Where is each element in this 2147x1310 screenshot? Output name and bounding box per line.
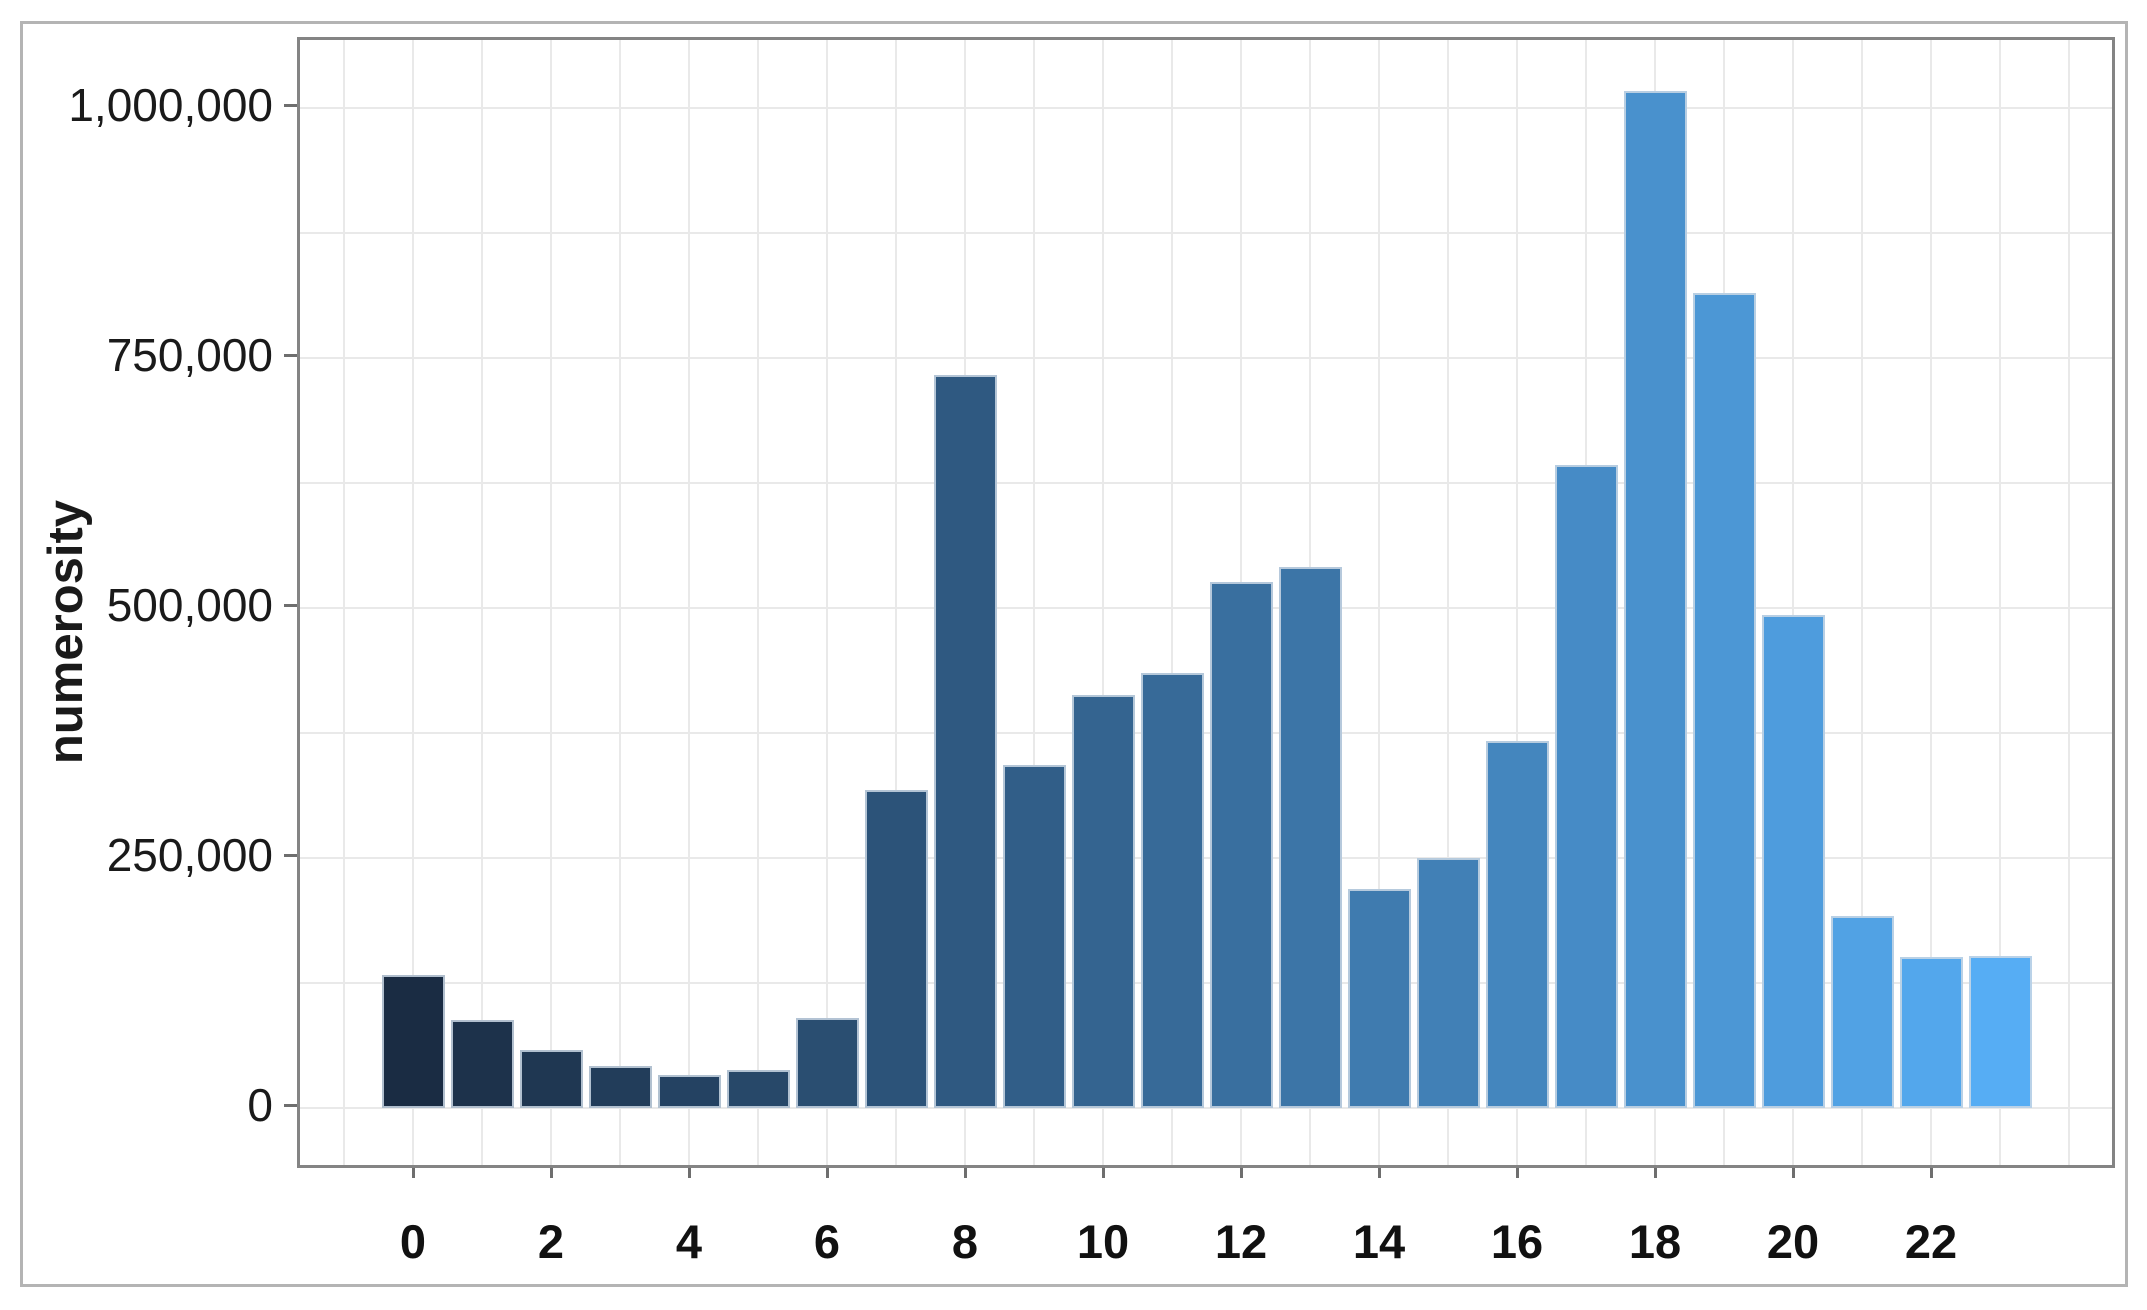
x-tick-label: 8	[951, 1215, 979, 1268]
v-gridline	[895, 40, 897, 1165]
v-gridline	[2068, 40, 2070, 1165]
bar-x11	[1140, 673, 1204, 1108]
x-axis-tick	[1515, 1168, 1519, 1178]
h-gridline	[300, 607, 2112, 609]
x-axis-tick	[549, 1168, 553, 1178]
bar-x20	[1761, 615, 1825, 1108]
v-gridline	[1171, 40, 1173, 1165]
x-tick-label: 14	[1352, 1215, 1406, 1268]
plot-area	[297, 37, 2115, 1168]
h-gridline	[300, 1107, 2112, 1109]
bar-x14	[1347, 889, 1411, 1108]
v-gridline	[1102, 40, 1104, 1165]
h-gridline	[300, 857, 2112, 859]
x-tick-label: 2	[537, 1215, 565, 1268]
bar-x9	[1002, 765, 1066, 1108]
x-axis-tick	[1791, 1168, 1795, 1178]
bar-x2	[519, 1050, 583, 1108]
y-axis-tick	[284, 604, 297, 607]
v-gridline	[481, 40, 483, 1165]
bar-x16	[1485, 741, 1549, 1108]
y-tick-label: 750,000	[106, 329, 273, 381]
x-tick-label: 4	[675, 1215, 703, 1268]
y-axis-title: numerosity	[39, 499, 93, 765]
v-gridline	[826, 40, 828, 1165]
v-gridline	[619, 40, 621, 1165]
bar-x13	[1278, 567, 1342, 1108]
bar-x3	[588, 1066, 652, 1108]
y-tick-label: 250,000	[106, 829, 273, 881]
v-gridline	[1516, 40, 1518, 1165]
bar-x8	[933, 375, 997, 1108]
x-axis-tick	[1101, 1168, 1105, 1178]
bar-x12	[1209, 582, 1273, 1108]
bar-x21	[1830, 916, 1894, 1108]
h-gridline	[300, 732, 2112, 734]
bar-x19	[1692, 293, 1756, 1108]
h-gridline	[300, 482, 2112, 484]
x-axis-tick	[1929, 1168, 1933, 1178]
x-axis-tick	[411, 1168, 415, 1178]
y-tick-label: 500,000	[106, 579, 273, 631]
bar-x10	[1071, 695, 1135, 1108]
bar-x4	[657, 1075, 721, 1108]
bar-x18	[1623, 91, 1687, 1108]
y-axis-tick	[284, 104, 297, 107]
x-axis-tick	[1239, 1168, 1243, 1178]
x-tick-label: 16	[1490, 1215, 1544, 1268]
bar-x17	[1554, 465, 1618, 1108]
bar-x22	[1899, 957, 1963, 1108]
x-axis-tick	[963, 1168, 967, 1178]
v-gridline	[1033, 40, 1035, 1165]
bar-x0	[381, 975, 445, 1108]
x-tick-label: 0	[399, 1215, 427, 1268]
v-gridline	[1447, 40, 1449, 1165]
bar-x15	[1416, 858, 1480, 1108]
v-gridline	[1930, 40, 1932, 1165]
v-gridline	[412, 40, 414, 1165]
x-tick-label: 6	[813, 1215, 841, 1268]
y-tick-label: 0	[247, 1079, 273, 1131]
h-gridline	[300, 982, 2112, 984]
x-axis-tick	[687, 1168, 691, 1178]
bar-x6	[795, 1018, 859, 1108]
y-axis-tick	[284, 1104, 297, 1107]
bar-x7	[864, 790, 928, 1108]
v-gridline	[550, 40, 552, 1165]
bar-x1	[450, 1020, 514, 1108]
x-tick-label: 22	[1904, 1215, 1958, 1268]
v-gridline	[1999, 40, 2001, 1165]
h-gridline	[300, 357, 2112, 359]
y-axis-tick	[284, 854, 297, 857]
v-gridline	[688, 40, 690, 1165]
v-gridline	[343, 40, 345, 1165]
v-gridline	[1861, 40, 1863, 1165]
v-gridline	[757, 40, 759, 1165]
v-gridline	[1378, 40, 1380, 1165]
h-gridline	[300, 232, 2112, 234]
bar-x5	[726, 1070, 790, 1108]
x-tick-label: 12	[1214, 1215, 1268, 1268]
h-gridline	[300, 107, 2112, 109]
x-axis-tick	[1377, 1168, 1381, 1178]
x-axis-tick	[1653, 1168, 1657, 1178]
x-axis-tick	[825, 1168, 829, 1178]
y-axis-tick	[284, 354, 297, 357]
bar-x23	[1968, 956, 2032, 1108]
x-tick-label: 10	[1076, 1215, 1130, 1268]
v-gridline	[1792, 40, 1794, 1165]
x-tick-label: 18	[1628, 1215, 1682, 1268]
x-tick-label: 20	[1766, 1215, 1820, 1268]
y-tick-label: 1,000,000	[68, 79, 273, 131]
